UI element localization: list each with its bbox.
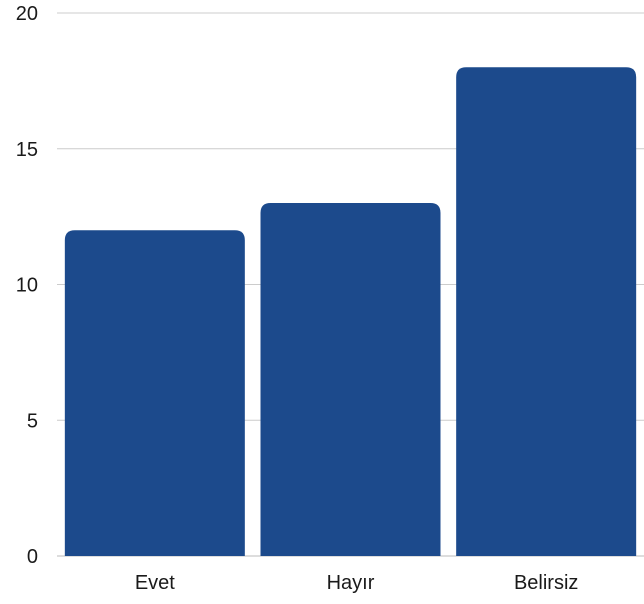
- bar-layer: [64, 67, 637, 557]
- y-tick-label: 10: [16, 275, 38, 297]
- bar-evet: [64, 230, 245, 556]
- y-tick-label: 20: [16, 3, 38, 25]
- y-axis-ticks: 0 5 10 15 20: [16, 3, 38, 568]
- y-tick-label: 15: [16, 139, 38, 161]
- x-tick-label: Hayır: [327, 572, 375, 594]
- bar-belirsiz: [456, 67, 637, 557]
- y-tick-label: 5: [27, 410, 38, 432]
- y-tick-label: 0: [27, 546, 38, 568]
- x-tick-label: Evet: [135, 572, 175, 594]
- x-axis-ticks: Evet Hayır Belirsiz: [135, 572, 579, 594]
- bar-hayır: [260, 203, 441, 557]
- x-tick-label: Belirsiz: [514, 572, 578, 594]
